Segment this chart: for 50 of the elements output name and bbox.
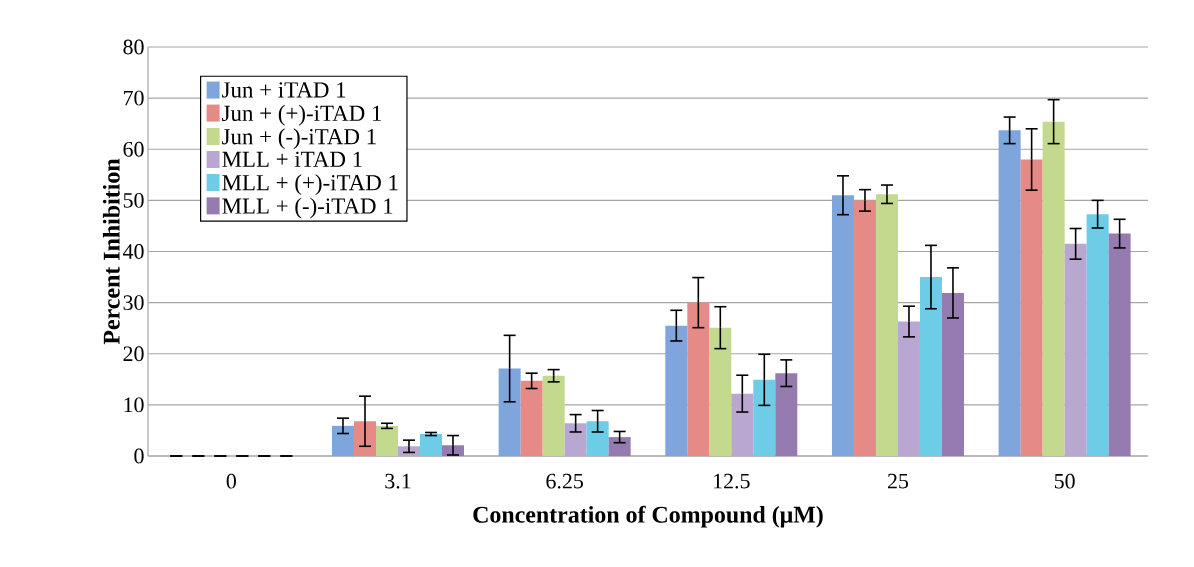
y-tick-label: 30 [123,295,144,311]
bar [831,195,854,456]
bar [1042,121,1065,456]
legend-label: MLL + (-)-iTAD 1 [222,197,393,219]
y-tick-label: 50 [123,192,144,208]
y-tick-label: 0 [134,448,144,464]
bar [498,368,521,456]
bar [375,425,398,456]
bar [775,373,798,456]
x-tick-label: 3.1 [385,473,411,489]
x-tick-label: 12.5 [714,473,750,489]
bar [665,325,688,456]
bar [875,194,898,456]
y-tick-label: 40 [122,244,144,259]
bar [520,380,543,456]
y-tick-label: 20 [123,346,144,362]
bar [1108,233,1131,456]
bar [709,327,732,456]
x-tick-label: 0 [226,473,236,489]
bar [586,421,609,456]
y-tick-label: 10 [124,397,144,413]
y-tick-label: 70 [124,90,144,106]
bar [687,302,710,456]
bar [853,200,876,456]
x-tick-label: 25 [887,473,909,489]
x-axis-title: Concentration of Compound (μM) [473,505,823,528]
y-axis-title: Percent Inhibition [102,158,120,345]
bar [998,130,1021,456]
bar [542,375,565,456]
bar [919,277,942,456]
bar [419,434,442,456]
legend-label: MLL + (+)-iTAD 1 [222,174,398,196]
legend-label: Jun + iTAD 1 [222,82,346,98]
bar [1086,214,1109,456]
bar [897,321,920,456]
legend-label: Jun + (-)-iTAD 1 [222,128,376,150]
bar [608,437,631,456]
legend-label: MLL + iTAD 1 [222,151,362,167]
bar [753,379,776,456]
legend-label: Jun + (+)-iTAD 1 [222,104,382,126]
x-tick-label: 6.25 [546,473,583,489]
bar [331,425,354,456]
bar [1020,159,1043,456]
bar [941,292,964,456]
x-tick-label: 50 [1054,473,1075,489]
bar [564,423,587,456]
bar [1064,243,1087,456]
y-tick-label: 80 [123,39,144,55]
bar [731,393,754,456]
y-tick-label: 60 [123,141,144,157]
